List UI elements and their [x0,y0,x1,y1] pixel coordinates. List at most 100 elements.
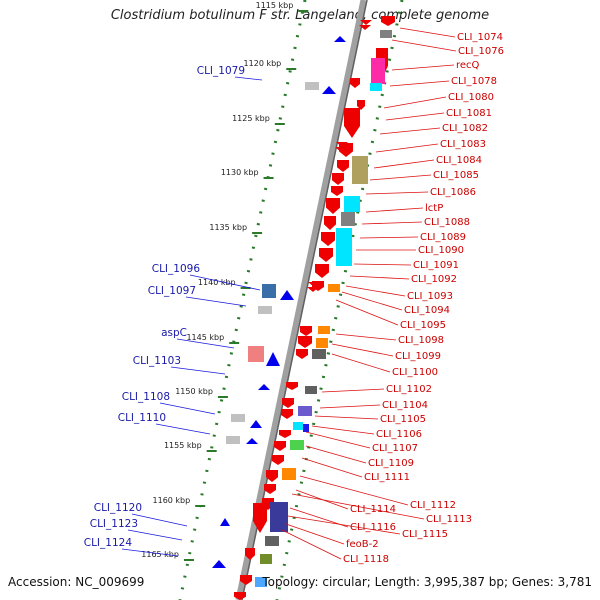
leader-line-right [365,207,424,213]
reverse-gene-arrow [272,455,284,465]
gene-box-orange [282,468,296,480]
gene-box-cyan [336,228,352,266]
gene-label-right: CLI_1074 [457,32,503,43]
leader-line-right [305,445,367,464]
gene-label-right: CLI_1078 [451,76,497,87]
leader-line-right [379,127,441,135]
reverse-gene-arrow [337,160,349,172]
gene-label-right: CLI_1115 [402,529,448,540]
gene-label-right: CLI_1105 [380,414,426,425]
leader-line-right [375,143,439,153]
scale-tick-label: 1145 kbp [186,333,224,342]
gene-label-left: aspC [161,327,187,339]
forward-gene-arrow [280,290,294,300]
gene-label-right: lctP [425,203,443,214]
reverse-gene-arrow [357,100,365,110]
scale-tick-label: 1165 kbp [141,550,179,559]
gene-box-grey [312,349,326,359]
gene-box-lightgrey [231,414,245,422]
leader-line-right [389,80,450,87]
reverse-gene-arrow [344,108,360,138]
gene-label-right: CLI_1092 [411,274,457,285]
reverse-gene-arrow [324,216,336,230]
leader-line-right [311,425,375,435]
reverse-gene-arrow [266,470,278,482]
gene-box-green [290,440,304,450]
gene-box-pink [248,346,264,362]
topology-text: Topology: circular; Length: 3,995,387 bp… [262,575,592,589]
leader-line-right [299,475,409,506]
gene-label-right: CLI_1100 [392,367,438,378]
gene-label-right: CLI_1091 [413,260,459,271]
leader-line-left [159,402,216,415]
gene-label-right: CLI_1106 [376,429,422,440]
leader-line-right [391,39,457,52]
gene-box-lightgrey [305,82,319,90]
gene-label-left: CLI_1097 [148,285,196,297]
gene-box-cyan [293,422,303,430]
gene-label-right: CLI_1107 [372,443,418,454]
reverse-gene-arrow [360,20,372,25]
reverse-gene-arrow [381,16,395,26]
gene-box-orange [318,326,330,334]
gene-label-left: CLI_1108 [122,391,170,403]
reverse-gene-arrow [335,147,347,152]
gene-label-right: CLI_1116 [350,522,396,533]
forward-gene-arrow [266,352,280,366]
reverse-gene-arrow [281,409,293,419]
leader-line-left [121,548,179,557]
leader-line-right [287,515,401,535]
reverse-gene-arrow [296,349,308,359]
leader-line-right [353,263,412,266]
forward-gene-arrow [258,384,270,390]
forward-gene-arrow [250,420,262,428]
gene-label-right: CLI_1094 [404,305,450,316]
gene-label-left: CLI_1103 [133,355,181,367]
reverse-gene-arrow [274,441,286,451]
gene-label-right: CLI_1082 [442,123,488,134]
accession-text: Accession: NC_009699 [8,575,145,589]
leader-line-right [321,388,385,393]
gene-label-right: CLI_1090 [418,245,464,256]
gene-box-lightgrey [226,436,240,444]
gene-label-right: CLI_1114 [350,504,396,515]
gene-label-right: CLI_1109 [368,458,414,469]
gene-label-left: CLI_1096 [152,263,201,275]
gene-label-right: CLI_1118 [343,554,389,565]
gene-box-grey [380,30,392,38]
scale-tick-label: 1135 kbp [209,223,247,232]
leader-line-right [291,493,425,520]
scale-tick-label: 1155 kbp [164,441,202,450]
leader-line-right [385,112,445,121]
gene-label-right: CLI_1084 [436,155,482,166]
gene-box-lightgrey [258,306,272,314]
gene-label-left: CLI_1120 [94,502,142,514]
gene-box-orange [328,284,340,292]
reverse-gene-arrow [234,592,246,600]
scale-tick-label: 1150 kbp [175,387,213,396]
backbone-line [235,0,368,600]
gene-box-olive [352,156,368,184]
leader-line-right [383,96,447,109]
gene-box-grey [341,212,355,226]
gene-label-right: recQ [456,60,480,71]
reverse-gene-arrow [300,326,312,336]
gene-box-grey [265,536,279,546]
leader-line-right [391,64,455,71]
leader-line-right [349,275,410,280]
leader-line-left [155,423,211,435]
gene-label-left: CLI_1124 [84,537,133,549]
reverse-gene-arrow [331,186,343,196]
gene-label-right: CLI_1086 [430,187,476,198]
forward-gene-arrow [212,560,226,568]
leader-line-right [359,236,419,239]
leader-line-right [345,285,406,297]
leader-line-right [281,529,342,560]
gene-label-right: CLI_1111 [364,472,410,483]
reverse-gene-arrow [286,382,298,390]
gene-box-olivegreen [260,554,272,564]
reverse-gene-arrow [308,282,320,287]
gene-box-orange [316,338,328,348]
leader-line-left [131,513,188,527]
